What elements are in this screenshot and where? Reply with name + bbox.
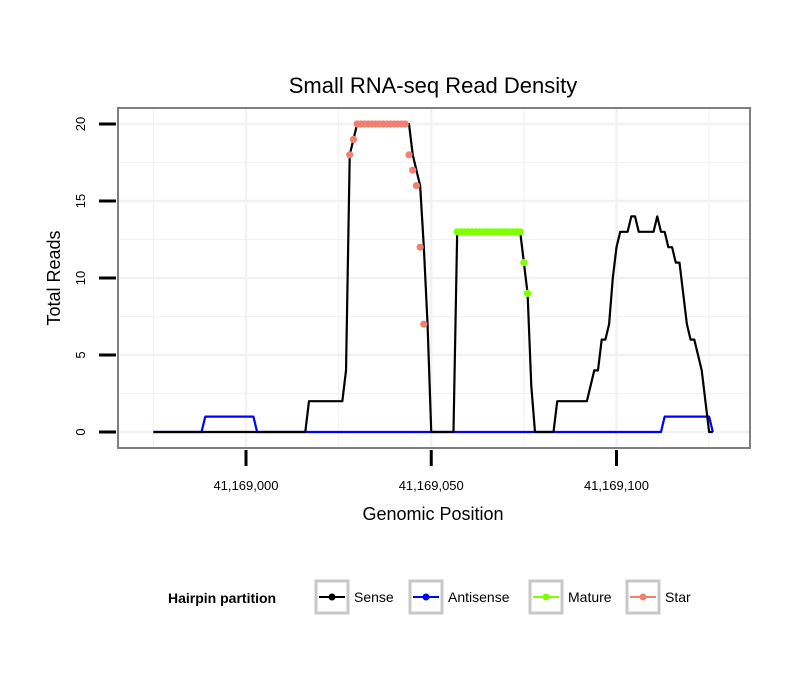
mature-point <box>523 289 532 297</box>
x-tick-label: 41,169,100 <box>584 478 649 493</box>
y-tick-label: 10 <box>73 271 88 285</box>
star-point <box>401 120 409 128</box>
y-tick-label: 20 <box>73 117 88 131</box>
legend-key-point <box>639 593 647 601</box>
legend-key-point <box>422 593 430 601</box>
legend-label-mature: Mature <box>568 589 612 605</box>
x-tick-label: 41,169,000 <box>213 478 278 493</box>
legend-key-point <box>328 593 336 601</box>
mature-point <box>516 228 524 236</box>
antisense-line <box>153 415 714 434</box>
grid <box>118 108 750 448</box>
panel-border <box>117 107 751 449</box>
y-tick-label: 0 <box>73 428 88 435</box>
x-axis-title: Genomic Position <box>362 504 503 524</box>
mature-point <box>520 259 528 267</box>
legend-title: Hairpin partition <box>168 590 276 606</box>
star-point <box>405 151 413 159</box>
plot-series <box>153 120 714 434</box>
y-axis-title: Total Reads <box>44 230 64 325</box>
legend-label-star: Star <box>665 589 691 605</box>
x-tick-label: 41,169,050 <box>399 478 464 493</box>
axes: 0 5 10 15 20 41,169,000 41,169,050 41,169,100 <box>73 117 649 493</box>
legend: Hairpin partition Sense Antisense Mature St… <box>168 579 691 615</box>
star-point <box>416 243 424 251</box>
sense-line <box>153 122 713 434</box>
star-point <box>412 182 421 190</box>
star-point <box>409 166 417 174</box>
legend-label-sense: Sense <box>354 589 394 605</box>
star-point <box>420 320 428 328</box>
chart-title: Small RNA-seq Read Density <box>289 73 578 98</box>
star-point <box>346 151 354 159</box>
y-tick-label: 5 <box>73 351 88 358</box>
legend-key-point <box>542 593 550 601</box>
star-point <box>349 135 358 143</box>
y-tick-label: 15 <box>73 194 88 208</box>
legend-label-antisense: Antisense <box>448 589 510 605</box>
